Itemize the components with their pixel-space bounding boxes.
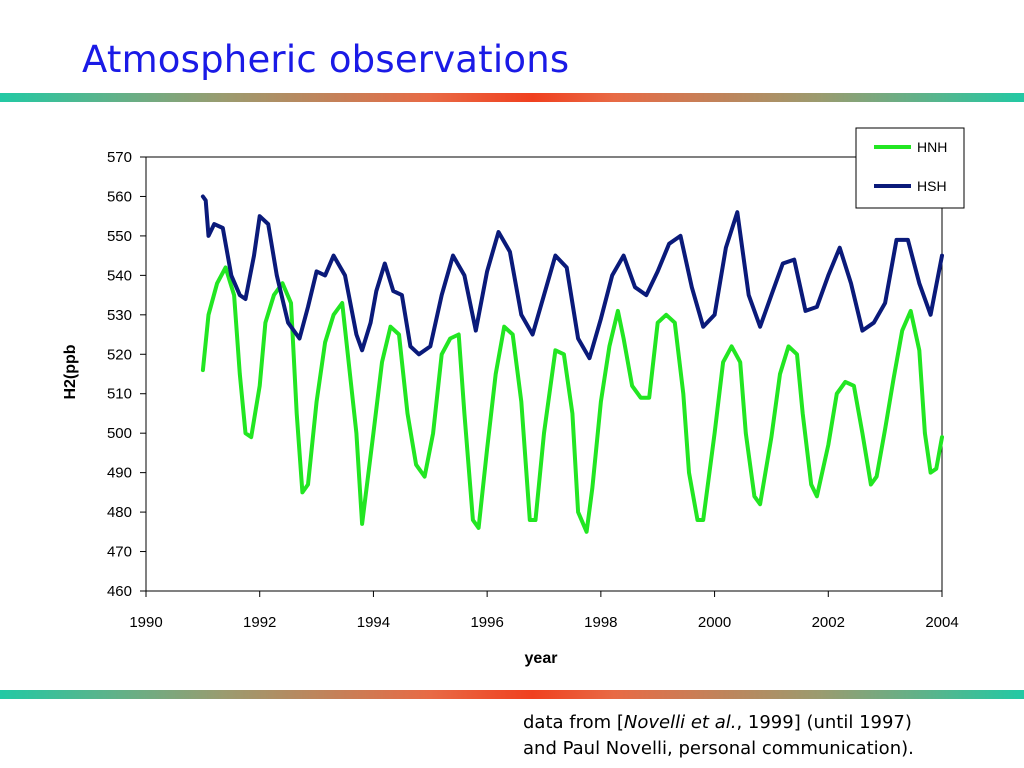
- y-tick-label: 570: [107, 149, 132, 166]
- y-tick-label: 470: [107, 544, 132, 561]
- chart-legend: HNH HSH: [855, 127, 965, 209]
- x-tick-label: 2004: [925, 614, 958, 631]
- x-tick-label: 2000: [698, 614, 731, 631]
- citation-line-1: data from [Novelli et al., 1999] (until …: [523, 710, 914, 736]
- y-tick-label: 510: [107, 386, 132, 403]
- citation-authors: Novelli et al.: [623, 712, 737, 733]
- x-tick-label: 2002: [812, 614, 845, 631]
- x-tick-label: 1990: [129, 614, 162, 631]
- bottom-divider: [0, 690, 1024, 699]
- slide-title: Atmospheric observations: [82, 38, 570, 81]
- legend-label-hnh: HNH: [917, 139, 947, 155]
- chart-axes: 460 470 480 490 500 510 520 530 540 550 560 570 1990…: [107, 149, 959, 631]
- citation-prefix: data from [: [523, 712, 624, 733]
- y-tick-label: 480: [107, 504, 132, 521]
- y-tick-label: 540: [107, 267, 132, 284]
- citation-line-2: and Paul Novelli, personal communication…: [523, 738, 914, 759]
- y-tick-label: 490: [107, 465, 132, 482]
- y-axis-label: H2(ppb: [62, 344, 79, 399]
- y-tick-label: 560: [107, 188, 132, 205]
- legend-label-hsh: HSH: [917, 178, 947, 194]
- series-line-hnh: [200, 265, 944, 534]
- citation: data from [Novelli et al., 1999] (until …: [523, 710, 914, 762]
- x-axis-label: year: [525, 650, 558, 667]
- y-tick-label: 550: [107, 228, 132, 245]
- citation-suffix: , 1999] (until 1997): [736, 712, 912, 733]
- y-tick-label: 460: [107, 583, 132, 600]
- x-tick-label: 1996: [470, 614, 503, 631]
- y-tick-label: 500: [107, 425, 132, 442]
- x-tick-label: 1994: [357, 614, 390, 631]
- legend-box: [855, 127, 965, 209]
- series-line-hsh: [200, 194, 944, 361]
- x-tick-label: 1992: [243, 614, 276, 631]
- y-tick-label: 520: [107, 346, 132, 363]
- plot-frame: [145, 156, 943, 592]
- y-tick-label: 530: [107, 307, 132, 324]
- top-divider: [0, 93, 1024, 102]
- x-tick-label: 1998: [584, 614, 617, 631]
- chart-series: [200, 194, 944, 534]
